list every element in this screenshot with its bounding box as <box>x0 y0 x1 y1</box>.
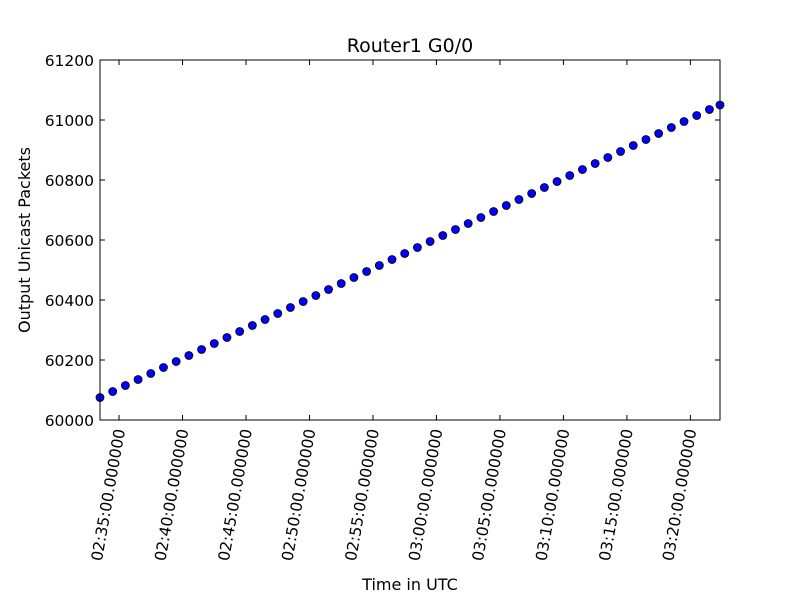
data-series <box>95 100 725 402</box>
data-point <box>514 195 524 204</box>
data-point <box>133 375 143 384</box>
data-point <box>209 339 219 348</box>
data-point <box>159 363 168 372</box>
data-point <box>463 219 473 228</box>
data-point <box>438 231 448 240</box>
x-tick-label: 03:15:00.000000 <box>596 428 637 563</box>
data-point <box>425 237 435 246</box>
x-tick-label: 03:10:00.000000 <box>532 428 573 563</box>
data-point <box>603 153 613 162</box>
data-point <box>641 135 651 144</box>
data-point <box>349 273 359 282</box>
data-point <box>679 117 689 126</box>
data-point <box>336 279 346 288</box>
y-tick-label: 60400 <box>45 292 94 310</box>
data-point <box>324 285 333 294</box>
y-tick-label: 61000 <box>45 112 94 130</box>
x-tick-label: 02:55:00.000000 <box>342 428 383 563</box>
data-point <box>298 297 308 306</box>
y-tick-label: 60000 <box>45 412 94 430</box>
data-point <box>565 171 575 180</box>
data-point <box>476 213 486 222</box>
data-point <box>451 225 460 234</box>
data-point <box>705 105 714 114</box>
data-point <box>311 291 321 300</box>
data-point <box>247 321 257 330</box>
y-tick-label: 60800 <box>45 172 94 190</box>
y-axis-title: Output Unicast Packets <box>15 147 34 333</box>
data-point <box>197 345 206 354</box>
x-tick-label: 02:50:00.000000 <box>278 428 319 563</box>
data-point <box>387 255 397 264</box>
data-point <box>260 315 270 324</box>
data-point <box>273 309 283 318</box>
data-point <box>235 327 245 336</box>
plot-area <box>100 60 720 420</box>
data-point <box>146 369 156 378</box>
data-point <box>413 243 422 252</box>
data-point <box>286 303 295 312</box>
y-tick-label: 60200 <box>45 352 94 370</box>
x-tick-label: 03:20:00.000000 <box>659 428 700 563</box>
data-point <box>362 267 372 276</box>
x-axis-title: Time in UTC <box>361 575 458 594</box>
data-point <box>501 201 511 210</box>
data-point <box>552 177 562 186</box>
data-point <box>527 189 537 198</box>
data-point <box>489 207 498 216</box>
x-tick-label: 02:45:00.000000 <box>215 428 256 563</box>
x-tick-label: 03:05:00.000000 <box>469 428 510 563</box>
y-tick-label: 61200 <box>45 52 94 70</box>
data-point <box>120 381 130 390</box>
data-point <box>628 141 638 150</box>
plot-frame <box>99 59 721 421</box>
data-point <box>539 183 549 192</box>
data-point <box>108 387 118 396</box>
data-point <box>616 147 625 156</box>
data-point <box>171 357 181 366</box>
chart-title: Router1 G0/0 <box>347 35 473 57</box>
data-point <box>184 351 194 360</box>
data-point <box>222 333 232 342</box>
data-point <box>692 111 702 120</box>
data-point <box>666 123 676 132</box>
data-point <box>400 249 410 258</box>
data-point <box>654 129 664 138</box>
data-point <box>374 261 384 270</box>
x-tick-label: 03:00:00.000000 <box>405 428 446 563</box>
x-tick-label: 02:40:00.000000 <box>152 428 193 563</box>
data-point <box>578 165 587 174</box>
x-tick-label: 02:35:00.000000 <box>88 428 129 563</box>
data-point <box>590 159 600 168</box>
y-tick-label: 60600 <box>45 232 94 250</box>
